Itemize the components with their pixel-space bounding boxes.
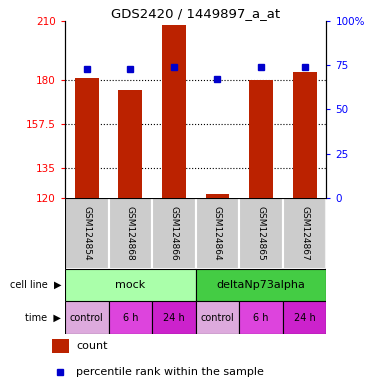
- Bar: [196, 269, 326, 301]
- Bar: [196, 301, 239, 334]
- Text: 24 h: 24 h: [163, 313, 185, 323]
- Bar: [75, 78, 99, 198]
- Bar: [109, 198, 152, 269]
- Text: GSM124866: GSM124866: [170, 206, 178, 261]
- Bar: [65, 269, 196, 301]
- Text: percentile rank within the sample: percentile rank within the sample: [76, 366, 264, 377]
- Text: deltaNp73alpha: deltaNp73alpha: [217, 280, 306, 290]
- Bar: [283, 198, 326, 269]
- Bar: [65, 301, 109, 334]
- Text: cell line  ▶: cell line ▶: [10, 280, 61, 290]
- Bar: [196, 198, 239, 269]
- Bar: [239, 198, 283, 269]
- Bar: [109, 301, 152, 334]
- Bar: [206, 194, 230, 198]
- Text: GSM124868: GSM124868: [126, 206, 135, 261]
- Bar: [152, 301, 196, 334]
- Bar: [52, 339, 69, 353]
- Bar: [239, 301, 283, 334]
- Text: GSM124867: GSM124867: [300, 206, 309, 261]
- Text: control: control: [201, 313, 234, 323]
- Bar: [162, 25, 186, 198]
- Text: mock: mock: [115, 280, 145, 290]
- Title: GDS2420 / 1449897_a_at: GDS2420 / 1449897_a_at: [111, 7, 280, 20]
- Text: 6 h: 6 h: [253, 313, 269, 323]
- Text: count: count: [76, 341, 108, 351]
- Text: time  ▶: time ▶: [25, 313, 61, 323]
- Text: GSM124865: GSM124865: [257, 206, 266, 261]
- Bar: [293, 72, 317, 198]
- Bar: [152, 198, 196, 269]
- Bar: [283, 301, 326, 334]
- Bar: [118, 90, 142, 198]
- Bar: [65, 198, 109, 269]
- Bar: [249, 80, 273, 198]
- Text: GSM124864: GSM124864: [213, 206, 222, 261]
- Text: control: control: [70, 313, 104, 323]
- Text: 24 h: 24 h: [294, 313, 316, 323]
- Text: 6 h: 6 h: [122, 313, 138, 323]
- Text: GSM124854: GSM124854: [82, 206, 91, 261]
